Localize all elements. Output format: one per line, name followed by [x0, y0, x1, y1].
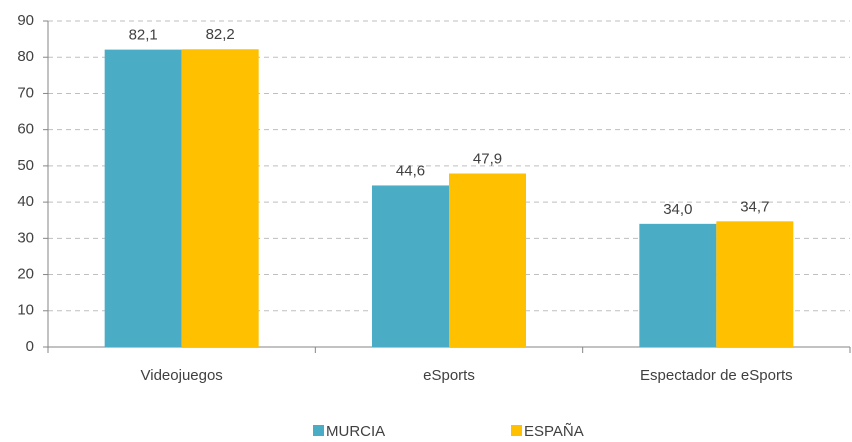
y-tick-label: 10	[17, 302, 34, 319]
value-label: 47,9	[473, 150, 502, 167]
bar	[181, 49, 259, 348]
x-tick-label: Espectador de eSports	[640, 367, 793, 384]
legend-swatch	[313, 425, 324, 436]
y-tick-label: 30	[17, 229, 34, 246]
y-tick-label: 20	[17, 266, 34, 283]
y-tick-label: 60	[17, 121, 34, 138]
value-label: 34,0	[663, 201, 692, 218]
value-label: 82,1	[129, 27, 158, 44]
y-tick-label: 50	[17, 157, 34, 174]
bar	[104, 49, 182, 348]
legend-label: MURCIA	[326, 423, 385, 440]
x-tick-label: eSports	[423, 367, 475, 384]
x-tick-label: Videojuegos	[141, 367, 223, 384]
y-tick-label: 90	[17, 12, 34, 29]
bar	[372, 185, 449, 347]
y-tick-label: 40	[17, 193, 34, 210]
bar	[449, 173, 526, 347]
y-tick-label: 80	[17, 48, 34, 65]
legend-swatch	[511, 425, 522, 436]
bar	[716, 221, 794, 347]
value-label: 44,6	[396, 162, 425, 179]
legend-label: ESPAÑA	[524, 423, 584, 440]
y-tick-label: 0	[26, 338, 34, 355]
value-label: 34,7	[740, 198, 769, 215]
bar	[639, 223, 717, 347]
y-tick-label: 70	[17, 84, 34, 101]
value-label: 82,2	[206, 26, 235, 43]
